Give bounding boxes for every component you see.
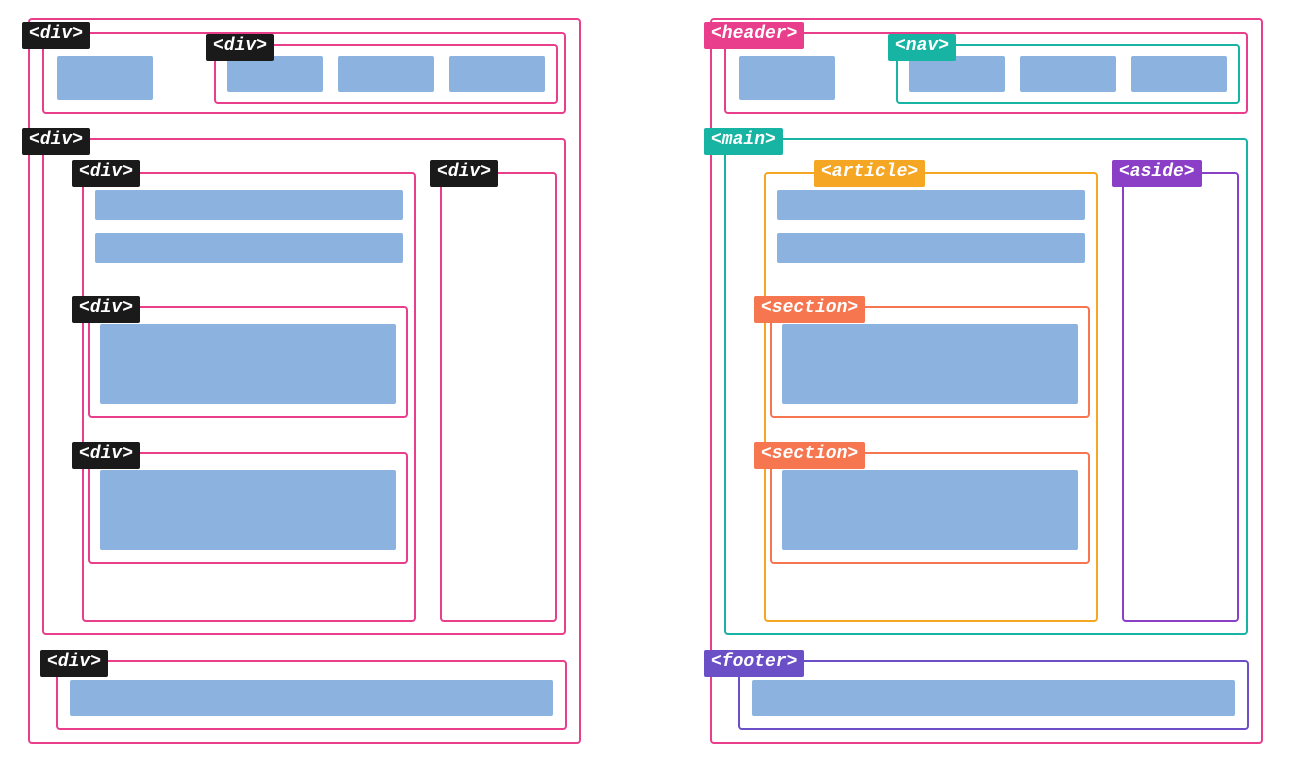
right-section-0-fill xyxy=(782,324,1078,404)
diagram-canvas: <div> <div> <div> <div> <div> <div> <div> <div>… xyxy=(0,0,1293,762)
left-section-1-fill xyxy=(100,470,396,550)
left-header-logo-block xyxy=(57,56,153,100)
right-article-row-0 xyxy=(777,190,1085,220)
right-aside-tag: <aside> xyxy=(1112,160,1202,187)
left-main-tag: <div> xyxy=(22,128,90,155)
right-footer-tag: <footer> xyxy=(704,650,804,677)
left-aside-outline xyxy=(440,172,557,622)
left-nav-item-0 xyxy=(227,56,323,92)
right-header-tag: <header> xyxy=(704,22,804,49)
left-footer-tag: <div> xyxy=(40,650,108,677)
left-nav-item-2 xyxy=(449,56,545,92)
left-header-tag: <div> xyxy=(22,22,90,49)
left-section-1-tag: <div> xyxy=(72,442,140,469)
left-article-tag: <div> xyxy=(72,160,140,187)
right-nav-item-2 xyxy=(1131,56,1227,92)
right-nav-tag: <nav> xyxy=(888,34,956,61)
right-section-0-tag: <section> xyxy=(754,296,865,323)
left-article-row-1 xyxy=(95,233,403,263)
left-section-0-fill xyxy=(100,324,396,404)
left-article-row-0 xyxy=(95,190,403,220)
right-nav-item-1 xyxy=(1020,56,1116,92)
right-header-logo-block xyxy=(739,56,835,100)
left-nav-tag: <div> xyxy=(206,34,274,61)
right-footer-fill xyxy=(752,680,1235,716)
right-article-row-1 xyxy=(777,233,1085,263)
right-section-1-fill xyxy=(782,470,1078,550)
left-section-0-tag: <div> xyxy=(72,296,140,323)
left-aside-tag: <div> xyxy=(430,160,498,187)
right-section-1-tag: <section> xyxy=(754,442,865,469)
left-nav-item-1 xyxy=(338,56,434,92)
left-footer-fill xyxy=(70,680,553,716)
right-article-tag: <article> xyxy=(814,160,925,187)
right-aside-outline xyxy=(1122,172,1239,622)
right-nav-item-0 xyxy=(909,56,1005,92)
right-main-tag: <main> xyxy=(704,128,783,155)
